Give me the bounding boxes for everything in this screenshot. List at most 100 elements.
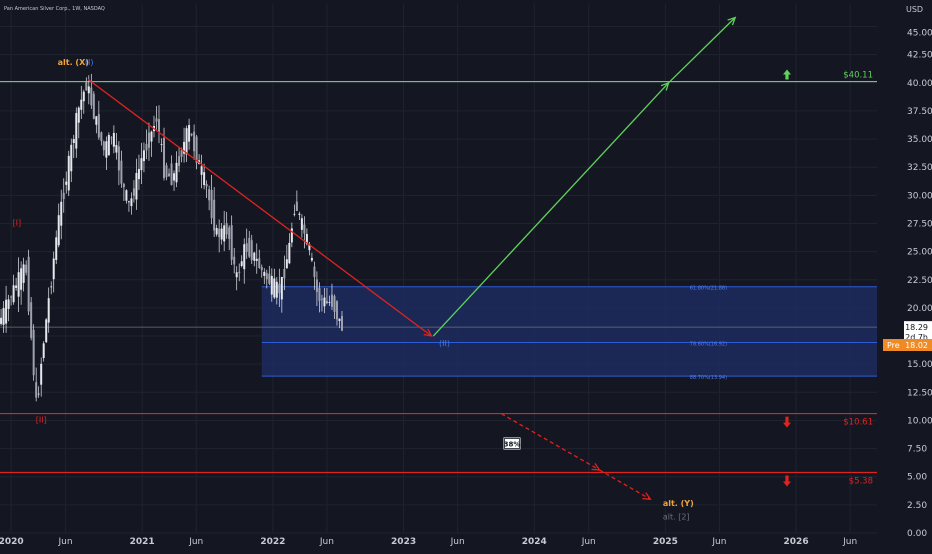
candle-body xyxy=(223,225,226,242)
candle-body xyxy=(67,155,70,191)
candle-body xyxy=(65,181,68,185)
candle-body xyxy=(285,259,288,269)
candle-body xyxy=(230,225,233,260)
x-tick-label: Jun xyxy=(450,537,465,547)
candle-body xyxy=(32,329,35,376)
y-tick-label: 35.00 xyxy=(907,135,932,145)
candle-body xyxy=(263,271,266,276)
bar-countdown: 2d 7h xyxy=(905,333,928,342)
candle-body xyxy=(0,317,3,324)
candle-body xyxy=(137,168,140,180)
y-tick-label: 15.00 xyxy=(907,360,932,370)
candle-body xyxy=(303,224,306,234)
candle-body xyxy=(298,213,301,215)
wave-label: [II] xyxy=(36,416,47,425)
candle-body xyxy=(163,138,166,179)
candle-body xyxy=(40,363,43,385)
y-tick-label: 27.50 xyxy=(907,219,932,229)
candle-body xyxy=(37,393,40,395)
candle-body xyxy=(305,233,308,245)
x-tick-label: Jun xyxy=(842,537,857,547)
candle-body xyxy=(112,132,115,147)
candle-body xyxy=(278,283,281,294)
candle-body xyxy=(52,258,55,280)
candle-body xyxy=(140,158,143,171)
candle-body xyxy=(77,107,80,123)
candle-body xyxy=(170,163,173,185)
candle-body xyxy=(168,173,171,177)
candle-body xyxy=(260,267,263,271)
candle-body xyxy=(95,116,98,125)
candle-body xyxy=(57,215,60,246)
candle-body xyxy=(205,183,208,187)
forecast-line xyxy=(432,82,670,337)
candle-body xyxy=(318,287,321,301)
candle-body xyxy=(323,297,326,307)
candle-body xyxy=(225,223,228,235)
candle-body xyxy=(280,276,283,300)
forecast-line xyxy=(668,17,736,84)
x-tick-label: Jun xyxy=(58,537,73,547)
symbol-title: Pan American Silver Corp., 1W, NASDAQ xyxy=(4,6,105,12)
probability-badge-border xyxy=(504,438,520,449)
arrow-up-icon xyxy=(783,69,791,80)
candle-body xyxy=(20,268,23,290)
candle-body xyxy=(195,136,198,163)
candle-body xyxy=(178,156,181,166)
fib-level-label: 61.80%(21.88) xyxy=(690,286,727,292)
candle-body xyxy=(97,114,100,138)
candle-body xyxy=(215,228,218,235)
candle-body xyxy=(333,296,336,312)
candle-body xyxy=(22,264,25,283)
y-tick-label: 32.50 xyxy=(907,163,932,173)
candle-body xyxy=(7,299,10,309)
candle-body xyxy=(340,316,343,331)
candle-body xyxy=(30,302,33,338)
candle-body xyxy=(50,286,53,288)
y-tick-label: 25.00 xyxy=(907,248,932,258)
premarket-value: 18.02 xyxy=(905,341,928,350)
forecast-line xyxy=(599,469,651,500)
candle-body xyxy=(142,150,145,162)
candle-body xyxy=(183,141,186,154)
y-tick-label: 2.50 xyxy=(907,501,927,511)
candle-body xyxy=(72,139,75,144)
candle-body xyxy=(110,137,113,139)
candle-body xyxy=(220,228,223,240)
x-tick-label: Jun xyxy=(581,537,596,547)
candle-body xyxy=(240,261,243,266)
candle-body xyxy=(335,301,338,320)
candle-body xyxy=(228,227,231,239)
candle-body xyxy=(62,192,65,200)
candle-body xyxy=(75,113,78,149)
candle-body xyxy=(82,91,85,102)
arrow-down-icon xyxy=(783,416,791,428)
candle-body xyxy=(35,382,38,398)
probability-badge-label: 38% xyxy=(504,441,521,449)
y-tick-label: 0.00 xyxy=(907,529,927,539)
candle-body xyxy=(80,99,83,110)
candle-body xyxy=(92,93,95,119)
fib-target-zone xyxy=(261,286,877,377)
candle-body xyxy=(253,252,256,261)
wave-label: alt. [2] xyxy=(663,512,690,521)
y-tick-label: 12.50 xyxy=(907,388,932,398)
candle-body xyxy=(203,172,206,186)
candle-body xyxy=(5,299,8,324)
candle-body xyxy=(120,160,123,184)
candle-body xyxy=(295,201,298,211)
wave-label: alt. (Y) xyxy=(663,499,694,508)
y-tick-label: 37.50 xyxy=(907,107,932,117)
candle-body xyxy=(293,213,296,215)
x-tick-label: 2024 xyxy=(522,537,547,547)
premarket-tag xyxy=(883,339,932,351)
x-tick-label: 2022 xyxy=(260,537,285,547)
candle-body xyxy=(325,301,328,303)
candle-body xyxy=(193,131,196,152)
candle-body xyxy=(188,125,191,142)
candle-body xyxy=(47,298,50,323)
candle-body xyxy=(132,188,135,196)
x-tick-label: 2026 xyxy=(784,537,809,547)
forecast-line xyxy=(87,78,432,337)
